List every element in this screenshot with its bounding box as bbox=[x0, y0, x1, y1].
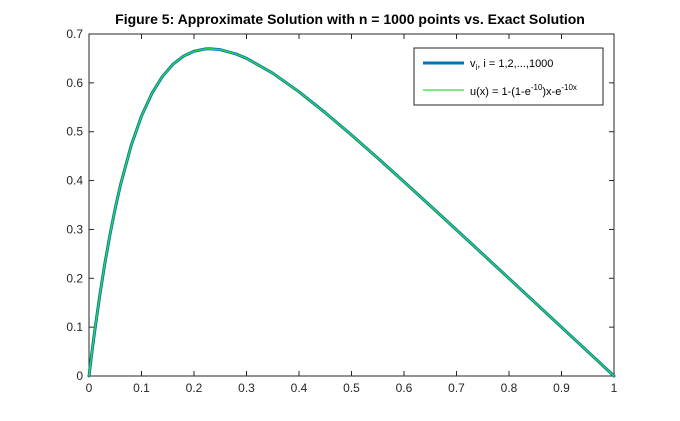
x-tick-label: 0 bbox=[86, 381, 93, 395]
y-tick-label: 0.1 bbox=[66, 320, 83, 334]
x-tick-label: 0.6 bbox=[396, 381, 413, 395]
legend-label-approx: vi, i = 1,2,...,1000 bbox=[470, 58, 553, 72]
x-tick-label: 0.2 bbox=[186, 381, 203, 395]
y-tick-label: 0 bbox=[76, 369, 83, 383]
chart-title: Figure 5: Approximate Solution with n = … bbox=[115, 11, 585, 27]
axis-ticks: 0 0.1 0.2 0.3 0.4 0.5 0.6 0.7 0.8 0.9 1 0 0.1 0.2 0.3 0… bbox=[66, 27, 617, 395]
series-line-exact bbox=[88, 48, 615, 377]
legend-label-approx-main: v bbox=[470, 58, 476, 70]
x-tick-label: 1 bbox=[611, 381, 618, 395]
x-tick-label: 0.8 bbox=[501, 381, 518, 395]
legend-label-approx-rest: , i = 1,2,...,1000 bbox=[477, 58, 553, 70]
legend-label-exact-sup1: -10 bbox=[531, 83, 543, 92]
y-tick-label: 0.2 bbox=[66, 271, 83, 285]
legend-label-approx-sub: i bbox=[476, 63, 478, 72]
y-tick-label: 0.7 bbox=[66, 27, 83, 41]
series-lines bbox=[87, 47, 616, 378]
y-tick-label: 0.3 bbox=[66, 222, 83, 236]
x-tick-label: 0.7 bbox=[448, 381, 465, 395]
x-tick-label: 0.9 bbox=[553, 381, 570, 395]
legend-box bbox=[413, 47, 604, 106]
legend-label-exact-sup2: -10x bbox=[561, 83, 577, 92]
y-tick-label: 0.6 bbox=[66, 76, 83, 90]
legend-label-exact: u(x) = 1-(1-e-10)x-e-10x bbox=[470, 83, 577, 98]
y-tick-label: 0.4 bbox=[66, 174, 83, 188]
legend: vi, i = 1,2,...,1000 u(x) = 1-(1-e-10)x-… bbox=[413, 47, 604, 106]
legend-label-exact-pre: u(x) = 1-(1-e bbox=[470, 86, 531, 98]
x-tick-label: 0.5 bbox=[343, 381, 360, 395]
legend-label-exact-mid: )x-e bbox=[542, 86, 561, 98]
x-tick-label: 0.4 bbox=[291, 381, 308, 395]
y-tick-label: 0.5 bbox=[66, 125, 83, 139]
x-tick-label: 0.3 bbox=[238, 381, 255, 395]
x-tick-label: 0.1 bbox=[133, 381, 150, 395]
